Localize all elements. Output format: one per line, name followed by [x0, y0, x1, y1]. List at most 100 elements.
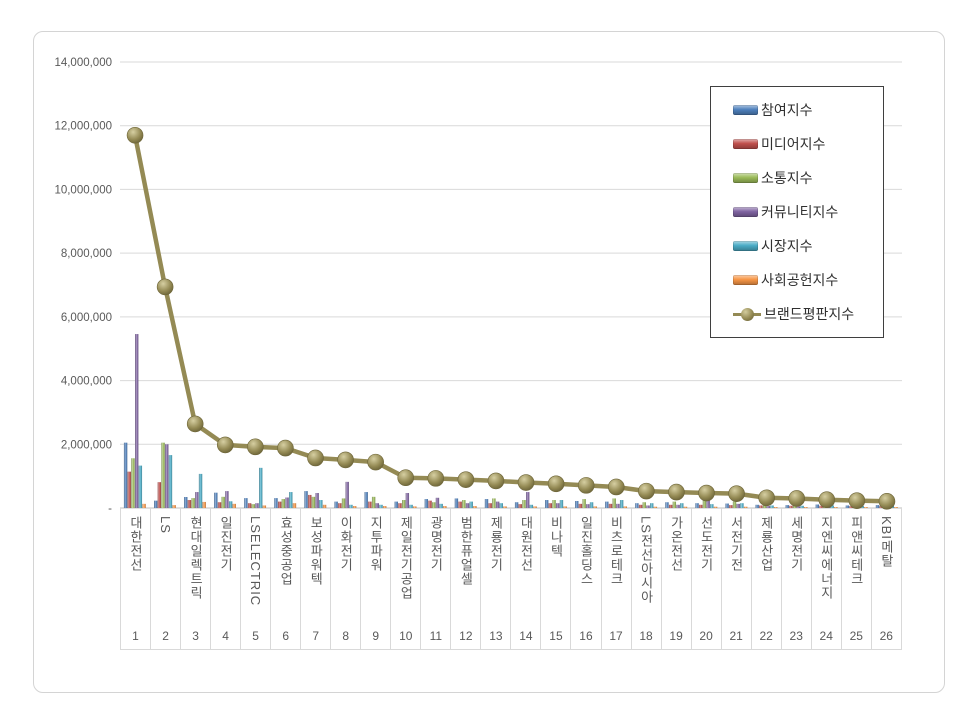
brand-index-marker	[427, 470, 445, 487]
social-swatch-icon	[733, 275, 758, 285]
company-name-label: LSELECTRIC	[248, 516, 264, 607]
bar-gloss	[352, 506, 357, 508]
bar-gloss	[428, 500, 432, 508]
bar-gloss	[405, 493, 410, 508]
market-swatch-icon	[733, 241, 758, 251]
bar-gloss	[732, 501, 737, 508]
bar-gloss	[322, 504, 327, 508]
rank-number-label: 1	[132, 629, 139, 643]
y-axis-tick-labels: - 2,000,000 4,000,000 6,000,000 8,000,000 10,…	[54, 57, 112, 515]
bar-gloss	[800, 505, 804, 508]
bar-gloss	[217, 502, 222, 508]
bar-gloss	[804, 507, 808, 508]
bar-gloss	[743, 506, 748, 508]
bar-gloss	[214, 492, 218, 508]
brand-index-marker	[818, 491, 836, 509]
bar-gloss	[616, 503, 620, 508]
legend-item-media: 미디어지수	[733, 134, 883, 154]
legend-label: 소통지수	[761, 170, 813, 186]
bar-gloss	[503, 506, 507, 508]
bar-gloss	[469, 501, 473, 508]
bar-gloss	[311, 496, 316, 508]
company-name-label: LS	[158, 516, 174, 534]
company-name-label: 보성파워텍	[308, 516, 324, 586]
bar-gloss	[695, 503, 699, 508]
legend-item-brand-reputation: 브랜드평판지수	[733, 304, 883, 324]
y-axis-tick-label: 6,000,000	[61, 312, 112, 324]
y-axis-tick-label: 12,000,000	[54, 121, 112, 133]
x-axis-category-cell: 제일전기공업 10	[391, 508, 422, 649]
bar-gloss	[154, 500, 158, 508]
bar-gloss	[894, 507, 898, 508]
bar-gloss	[699, 504, 703, 508]
bar-gloss	[368, 501, 372, 508]
bar-gloss	[492, 498, 496, 508]
bar-gloss	[766, 506, 770, 508]
bar-gloss	[845, 505, 850, 508]
rank-number-label: 26	[879, 629, 893, 643]
bar-gloss	[232, 503, 236, 508]
x-axis-category-cell: 일진홀딩스 16	[571, 508, 602, 649]
rank-number-label: 22	[759, 629, 773, 643]
bar-gloss	[789, 505, 793, 508]
company-name-label: 광명전기	[428, 516, 444, 572]
bar-gloss	[559, 500, 564, 508]
x-axis-category-cell: LS전선아시아 18	[632, 508, 662, 649]
company-name-label: 이화전기	[338, 516, 354, 572]
bar-gloss	[341, 498, 346, 508]
brand-index-marker	[397, 469, 415, 487]
bar-gloss	[409, 504, 413, 508]
rank-number-label: 14	[519, 629, 533, 643]
company-name-label: 제룡전기	[488, 516, 504, 572]
bar-gloss	[608, 503, 613, 508]
bar-gloss	[762, 504, 767, 508]
bar-gloss	[499, 503, 503, 508]
rank-number-label: 18	[639, 629, 653, 643]
x-axis-category-table: 대한전선 1 LS 2 현대일렉트릭 3 일진전기 4 LSELECTRIC 5 효성중공업 6 보성파…	[120, 508, 902, 650]
bar-gloss	[142, 503, 146, 508]
bar-gloss	[646, 505, 650, 508]
bar-gloss	[168, 455, 173, 508]
legend: 참여지수 미디어지수 소통지수 커뮤니티지수 시장지수 사회공헌지수 브랜드평판…	[710, 86, 884, 338]
brand-reputation-line-marker-icon	[733, 307, 761, 321]
legend-item-social: 사회공헌지수	[733, 270, 883, 290]
bar-gloss	[702, 500, 707, 508]
bar-gloss	[495, 501, 500, 508]
bar-gloss	[589, 502, 594, 508]
company-name-label: 범한퓨얼셀	[458, 516, 474, 586]
bar-gloss	[462, 500, 466, 508]
x-axis-category-cell: 보성파워텍 7	[301, 508, 332, 649]
bar-gloss	[635, 503, 639, 508]
x-axis-category-cell: 대원전선 14	[511, 508, 542, 649]
rank-number-label: 3	[192, 629, 199, 643]
bar-gloss	[394, 501, 398, 508]
bar-gloss	[529, 504, 534, 508]
bar-gloss	[710, 504, 714, 508]
brand-index-marker	[878, 493, 896, 510]
rank-number-label: 15	[549, 629, 563, 643]
company-name-label: KBI메탈	[878, 516, 894, 568]
x-axis-category-cell: 효성중공업 6	[271, 508, 302, 649]
legend-label: 미디어지수	[761, 136, 826, 152]
bar-gloss	[526, 492, 530, 508]
bar-gloss	[473, 506, 477, 508]
bar-gloss	[740, 503, 744, 508]
bar-gloss	[161, 442, 165, 508]
bar-gloss	[638, 504, 643, 508]
brand-index-marker	[547, 475, 565, 493]
bar-gloss	[619, 500, 624, 508]
bar-gloss	[713, 506, 718, 508]
rank-number-label: 21	[729, 629, 743, 643]
bar-gloss	[308, 494, 312, 508]
bar-gloss	[379, 504, 383, 508]
rank-number-label: 9	[372, 629, 380, 643]
bar-gloss	[375, 503, 379, 508]
bar-gloss	[864, 507, 868, 508]
rank-number-label: 4	[222, 629, 229, 643]
company-name-label: 피앤씨테크	[848, 516, 864, 586]
legend-label: 사회공헌지수	[761, 272, 839, 288]
x-axis-category-cell: 제룡산업 22	[752, 508, 782, 649]
bar-gloss	[251, 504, 255, 508]
